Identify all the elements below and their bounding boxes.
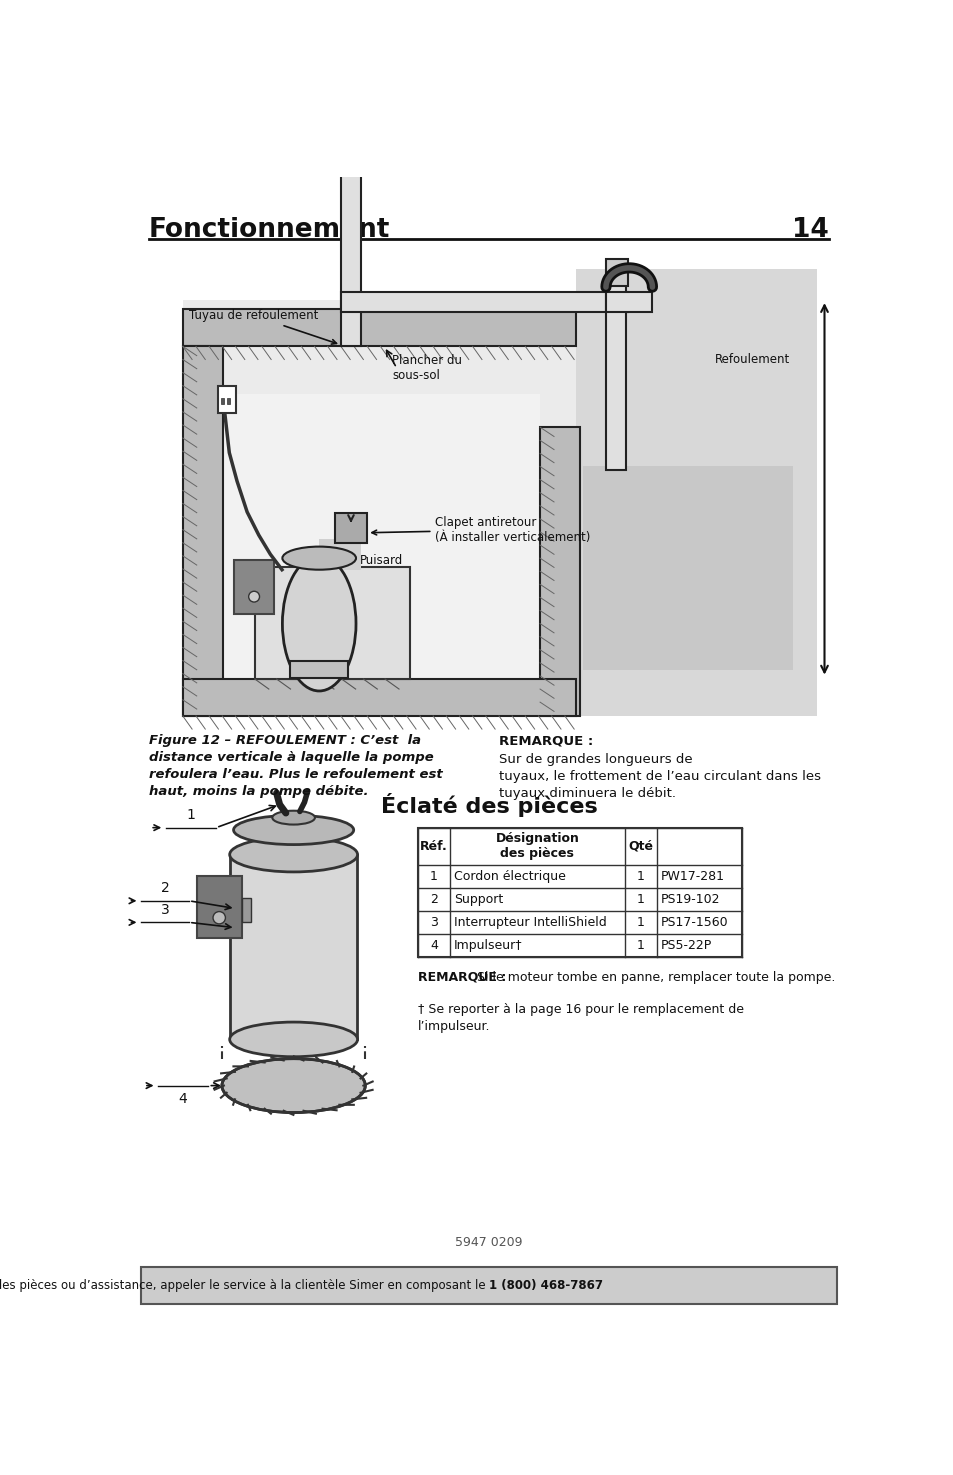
Text: Fonctionnement: Fonctionnement: [149, 217, 390, 243]
Bar: [220, 398, 224, 404]
Text: PW17-281: PW17-281: [660, 870, 724, 882]
Text: REMARQUE :: REMARQUE :: [417, 971, 505, 984]
Ellipse shape: [272, 811, 314, 825]
Text: 2: 2: [430, 892, 437, 906]
Text: PS17-1560: PS17-1560: [660, 916, 728, 929]
Bar: [417, 827, 741, 957]
Text: Réf.: Réf.: [419, 839, 447, 853]
Bar: [335, 513, 367, 543]
Text: Puisard: Puisard: [359, 555, 402, 568]
Text: 1: 1: [187, 807, 195, 822]
Bar: [340, 292, 627, 311]
Text: REMARQUE :: REMARQUE :: [498, 735, 593, 748]
Text: 1: 1: [637, 870, 644, 882]
Text: 1: 1: [637, 940, 644, 951]
Bar: [183, 347, 223, 715]
Ellipse shape: [222, 1059, 365, 1112]
Bar: [183, 301, 576, 715]
Ellipse shape: [282, 556, 355, 690]
Bar: [254, 568, 410, 678]
Circle shape: [213, 912, 225, 923]
Text: Interrupteur IntelliShield: Interrupteur IntelliShield: [454, 916, 606, 929]
Ellipse shape: [230, 1022, 357, 1056]
Text: PS19-102: PS19-102: [660, 892, 720, 906]
Text: 1: 1: [430, 870, 437, 882]
Text: Plancher du
sous-sol: Plancher du sous-sol: [392, 354, 461, 382]
Text: 1: 1: [637, 892, 644, 906]
FancyBboxPatch shape: [217, 386, 236, 413]
Text: 3: 3: [161, 903, 170, 917]
Text: 14: 14: [792, 217, 828, 243]
Text: Sur de grandes longueurs de
tuyaux, le frottement de l’eau circulant dans les
tu: Sur de grandes longueurs de tuyaux, le f…: [498, 752, 821, 799]
Bar: [605, 277, 625, 469]
Bar: [233, 560, 274, 615]
Text: PS5-22P: PS5-22P: [660, 940, 712, 951]
Text: Qté: Qté: [628, 839, 653, 853]
Text: Pour les services des pièces ou d’assistance, appeler le service à la clientèle : Pour les services des pièces ou d’assist…: [0, 1279, 488, 1292]
Bar: [576, 270, 816, 715]
Bar: [582, 466, 793, 670]
Bar: [319, 538, 360, 569]
Text: Figure 12 – REFOULEMENT : C’est  la
distance verticale à laquelle la pompe
refou: Figure 12 – REFOULEMENT : C’est la dista…: [149, 735, 442, 798]
Bar: [290, 661, 348, 677]
Text: Clapet antiretour
(À installer verticalement): Clapet antiretour (À installer verticale…: [372, 516, 590, 544]
Text: 4: 4: [430, 940, 437, 951]
Text: Si le moteur tombe en panne, remplacer toute la pompe.: Si le moteur tombe en panne, remplacer t…: [473, 971, 835, 984]
Bar: [183, 310, 576, 347]
Text: 1: 1: [637, 916, 644, 929]
Text: Éclaté des pièces: Éclaté des pièces: [380, 794, 597, 817]
Text: Tuyau de refoulement: Tuyau de refoulement: [189, 310, 336, 344]
Text: Cordon électrique: Cordon électrique: [454, 870, 565, 882]
Text: Impulseur†: Impulseur†: [454, 940, 522, 951]
Ellipse shape: [233, 816, 354, 845]
Text: Support: Support: [454, 892, 503, 906]
Bar: [539, 428, 579, 715]
Bar: [227, 398, 230, 404]
Text: 2: 2: [161, 882, 170, 895]
Bar: [340, 15, 360, 347]
Text: † Se reporter à la page 16 pour le remplacement de
l’impulseur.: † Se reporter à la page 16 pour le rempl…: [417, 1003, 742, 1032]
Bar: [605, 292, 652, 311]
Text: 3: 3: [430, 916, 437, 929]
Bar: [230, 854, 356, 1040]
Bar: [241, 898, 251, 922]
Circle shape: [249, 591, 259, 602]
Text: 1 (800) 468-7867: 1 (800) 468-7867: [488, 1279, 602, 1292]
Bar: [141, 1267, 836, 1304]
Text: 4: 4: [178, 1092, 187, 1106]
Text: Refoulement: Refoulement: [714, 353, 789, 366]
Text: 5947 0209: 5947 0209: [455, 1236, 522, 1249]
Text: Désignation
des pièces: Désignation des pièces: [495, 832, 578, 860]
Bar: [183, 678, 576, 715]
Ellipse shape: [230, 838, 357, 872]
Ellipse shape: [282, 547, 355, 569]
Bar: [223, 394, 539, 678]
Bar: [605, 260, 627, 286]
Bar: [196, 876, 241, 938]
